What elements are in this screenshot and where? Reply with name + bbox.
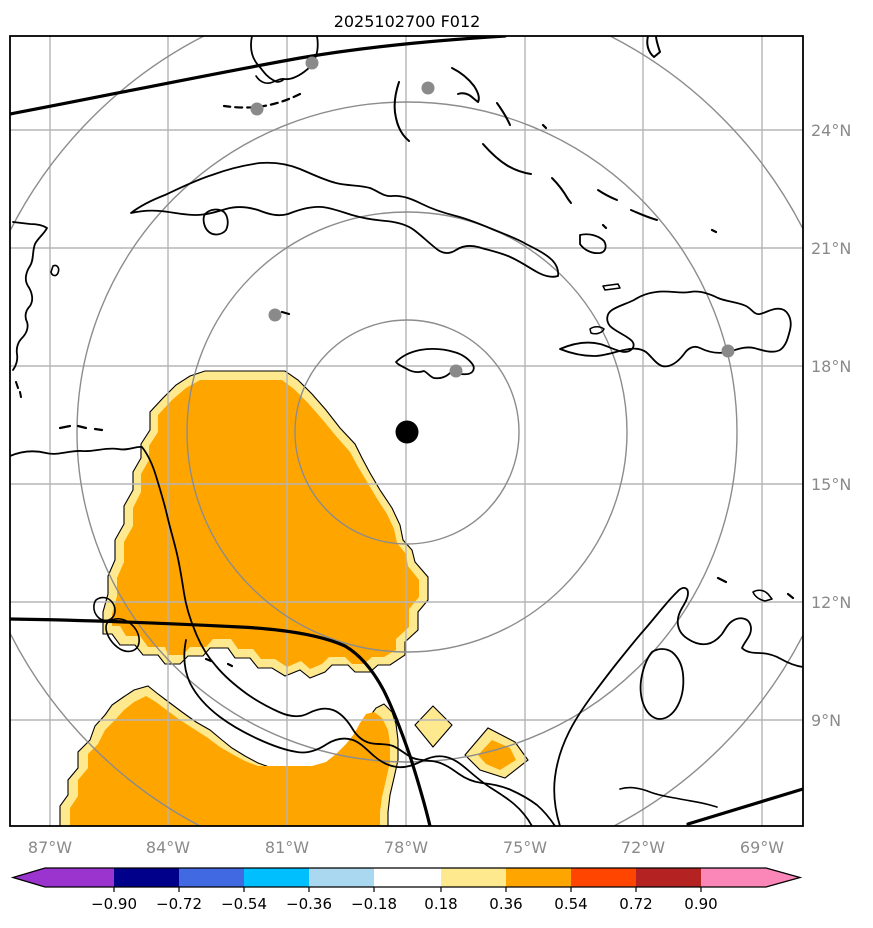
coastline — [551, 177, 572, 204]
colorbar-tick-label: 0.36 — [489, 895, 522, 913]
coastline — [280, 310, 291, 316]
city-dot — [250, 102, 264, 116]
coastline — [553, 586, 803, 826]
colorbar-outline — [10, 867, 803, 888]
coastline — [15, 381, 22, 398]
range-ring — [186, 211, 628, 653]
contour-band-orange — [478, 740, 516, 770]
thick-boundary-line — [10, 617, 432, 826]
storm-center-marker — [395, 420, 419, 444]
range-rings — [10, 36, 803, 826]
city-markers — [250, 56, 735, 378]
colorbar-band — [179, 868, 244, 887]
y-tick-label: 24°N — [811, 121, 851, 140]
thick-boundary-line — [686, 787, 803, 826]
y-tick-label: 9°N — [811, 711, 841, 730]
colorbar-band — [374, 868, 441, 887]
colorbar-tick-label: −0.54 — [221, 895, 267, 913]
coastline — [602, 283, 621, 291]
latlon-gridlines — [10, 36, 803, 826]
range-ring — [294, 319, 520, 545]
coastline — [255, 75, 285, 84]
x-tick-label: 78°W — [384, 838, 428, 857]
shaded-probability-regions — [59, 370, 529, 826]
coastline — [541, 123, 718, 234]
x-tick-label: 84°W — [146, 838, 190, 857]
city-dot — [421, 81, 435, 95]
y-tick-label: 18°N — [811, 357, 851, 376]
coastline — [639, 648, 685, 720]
plot-title: 2025102700 F012 — [334, 12, 481, 31]
contour-band-orange — [112, 380, 419, 669]
colorbar-tick-label: −0.72 — [156, 895, 202, 913]
thick-boundary-line — [10, 36, 507, 116]
domain-boundary-lines — [10, 36, 803, 826]
colorbar-band — [114, 868, 179, 887]
storm-center-dot — [395, 420, 419, 444]
coastline — [50, 264, 60, 277]
y-tick-label: 12°N — [811, 593, 851, 612]
coastline — [130, 161, 560, 278]
colorbar-band — [506, 868, 571, 887]
city-dot — [305, 56, 319, 70]
map-frame — [9, 35, 804, 827]
coastline — [619, 786, 718, 808]
colorbar-tick-label: 0.54 — [554, 895, 587, 913]
y-tick-label: 15°N — [811, 475, 851, 494]
colorbar-tick-label: −0.90 — [91, 895, 137, 913]
coastline — [589, 326, 605, 335]
latitude-axis-labels: 24°N 21°N 18°N 15°N 12°N 9°N — [811, 121, 851, 730]
coastline — [597, 189, 618, 201]
coastline — [202, 208, 229, 236]
colorbar-over-arrow — [701, 868, 800, 887]
colorbar: −0.90 −0.72 −0.54 −0.36 −0.18 0.18 0.36 0.54 0.7… — [10, 867, 803, 913]
city-dot — [449, 364, 463, 378]
colorbar-band — [571, 868, 636, 887]
colorbar-band — [309, 868, 374, 887]
coastlines — [10, 36, 803, 826]
contour-band-yellow — [414, 705, 453, 748]
coastline — [93, 596, 116, 622]
colorbar-band — [636, 868, 701, 887]
coastline — [393, 81, 410, 142]
city-dot — [268, 308, 282, 322]
map-area — [10, 36, 803, 826]
coastline — [646, 36, 661, 58]
colorbar-under-arrow — [13, 868, 114, 887]
y-tick-label: 21°N — [811, 239, 851, 258]
coastline — [752, 589, 773, 602]
coastline — [183, 639, 533, 826]
coastline — [482, 143, 532, 175]
colorbar-tick-label: −0.36 — [286, 895, 332, 913]
coastline — [222, 92, 302, 109]
coastline — [58, 424, 104, 432]
contour-band-orange — [70, 696, 390, 826]
coastline — [451, 67, 480, 103]
x-tick-label: 75°W — [503, 838, 547, 857]
x-tick-label: 72°W — [621, 838, 665, 857]
colorbar-tick-label: −0.18 — [351, 895, 397, 913]
coastline — [630, 209, 658, 221]
x-tick-label: 87°W — [28, 838, 72, 857]
coastline — [496, 102, 511, 126]
coastline — [12, 221, 48, 371]
coastline — [716, 576, 795, 600]
longitude-axis-labels: 87°W 84°W 81°W 78°W 75°W 72°W 69°W — [28, 838, 784, 857]
colorbar-band — [441, 868, 506, 887]
x-tick-label: 81°W — [265, 838, 309, 857]
city-dot — [721, 344, 735, 358]
range-ring — [76, 101, 738, 763]
coastline — [559, 290, 792, 368]
coastline — [579, 233, 607, 255]
colorbar-band — [244, 868, 309, 887]
coastline — [204, 657, 234, 668]
x-tick-label: 69°W — [740, 838, 784, 857]
colorbar-tick-label: 0.90 — [684, 895, 717, 913]
colorbar-tick-label: 0.72 — [619, 895, 652, 913]
colorbar-tick-label: 0.18 — [424, 895, 457, 913]
coastline — [10, 445, 556, 826]
